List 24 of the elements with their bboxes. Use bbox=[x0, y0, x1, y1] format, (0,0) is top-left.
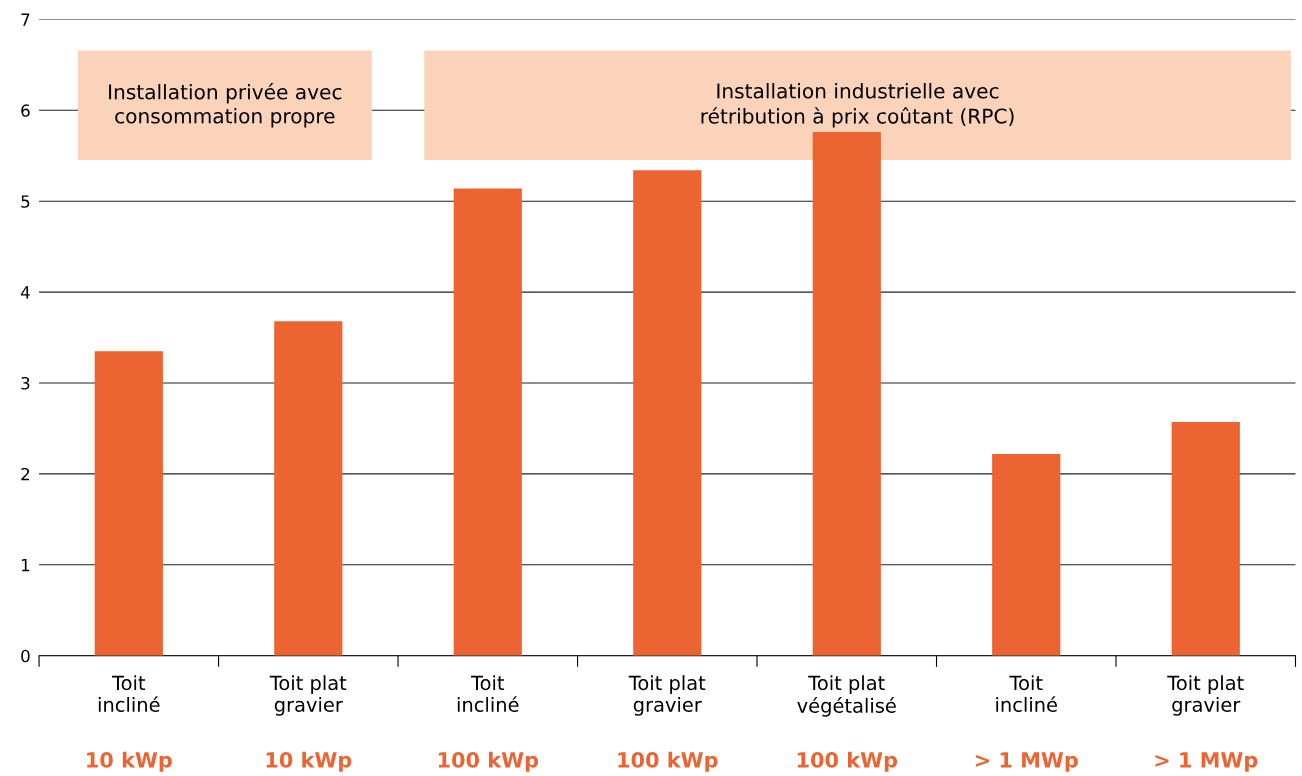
bar bbox=[812, 132, 881, 656]
y-tick-label: 1 bbox=[21, 559, 30, 572]
annotation: Installation privée avec consommation propre bbox=[109, 83, 342, 128]
category-label: Toit plat gravier > 1 MWp bbox=[1155, 675, 1258, 772]
y-tick-label: 7 bbox=[21, 13, 30, 26]
category-label: Toit plat végétalisé 100 kWp bbox=[797, 675, 898, 772]
y-tick-label: 6 bbox=[21, 104, 30, 117]
y-tick-label: 4 bbox=[20, 286, 30, 299]
category-label: Toit plat gravier 100 kWp bbox=[618, 675, 718, 772]
category-label: Toit incliné > 1 MWp bbox=[975, 675, 1078, 772]
y-tick-label: 5 bbox=[21, 195, 30, 208]
bar bbox=[274, 321, 343, 656]
category-label: Toit incliné 10 kWp bbox=[87, 675, 172, 772]
category-label: Toit plat gravier 10 kWp bbox=[266, 675, 352, 772]
annotation: Installation industrielle avec rétribution à prix coûtant (RPC) bbox=[701, 82, 1014, 128]
bar bbox=[992, 453, 1061, 656]
y-tick-label: 3 bbox=[21, 376, 30, 390]
y-tick-label: 0 bbox=[21, 649, 30, 663]
category-label: Toit incliné 100 kWp bbox=[438, 675, 539, 772]
bar bbox=[1171, 422, 1240, 656]
bar bbox=[633, 170, 702, 656]
bar bbox=[453, 188, 522, 656]
bar bbox=[94, 351, 163, 656]
y-tick-label: 2 bbox=[21, 467, 30, 481]
